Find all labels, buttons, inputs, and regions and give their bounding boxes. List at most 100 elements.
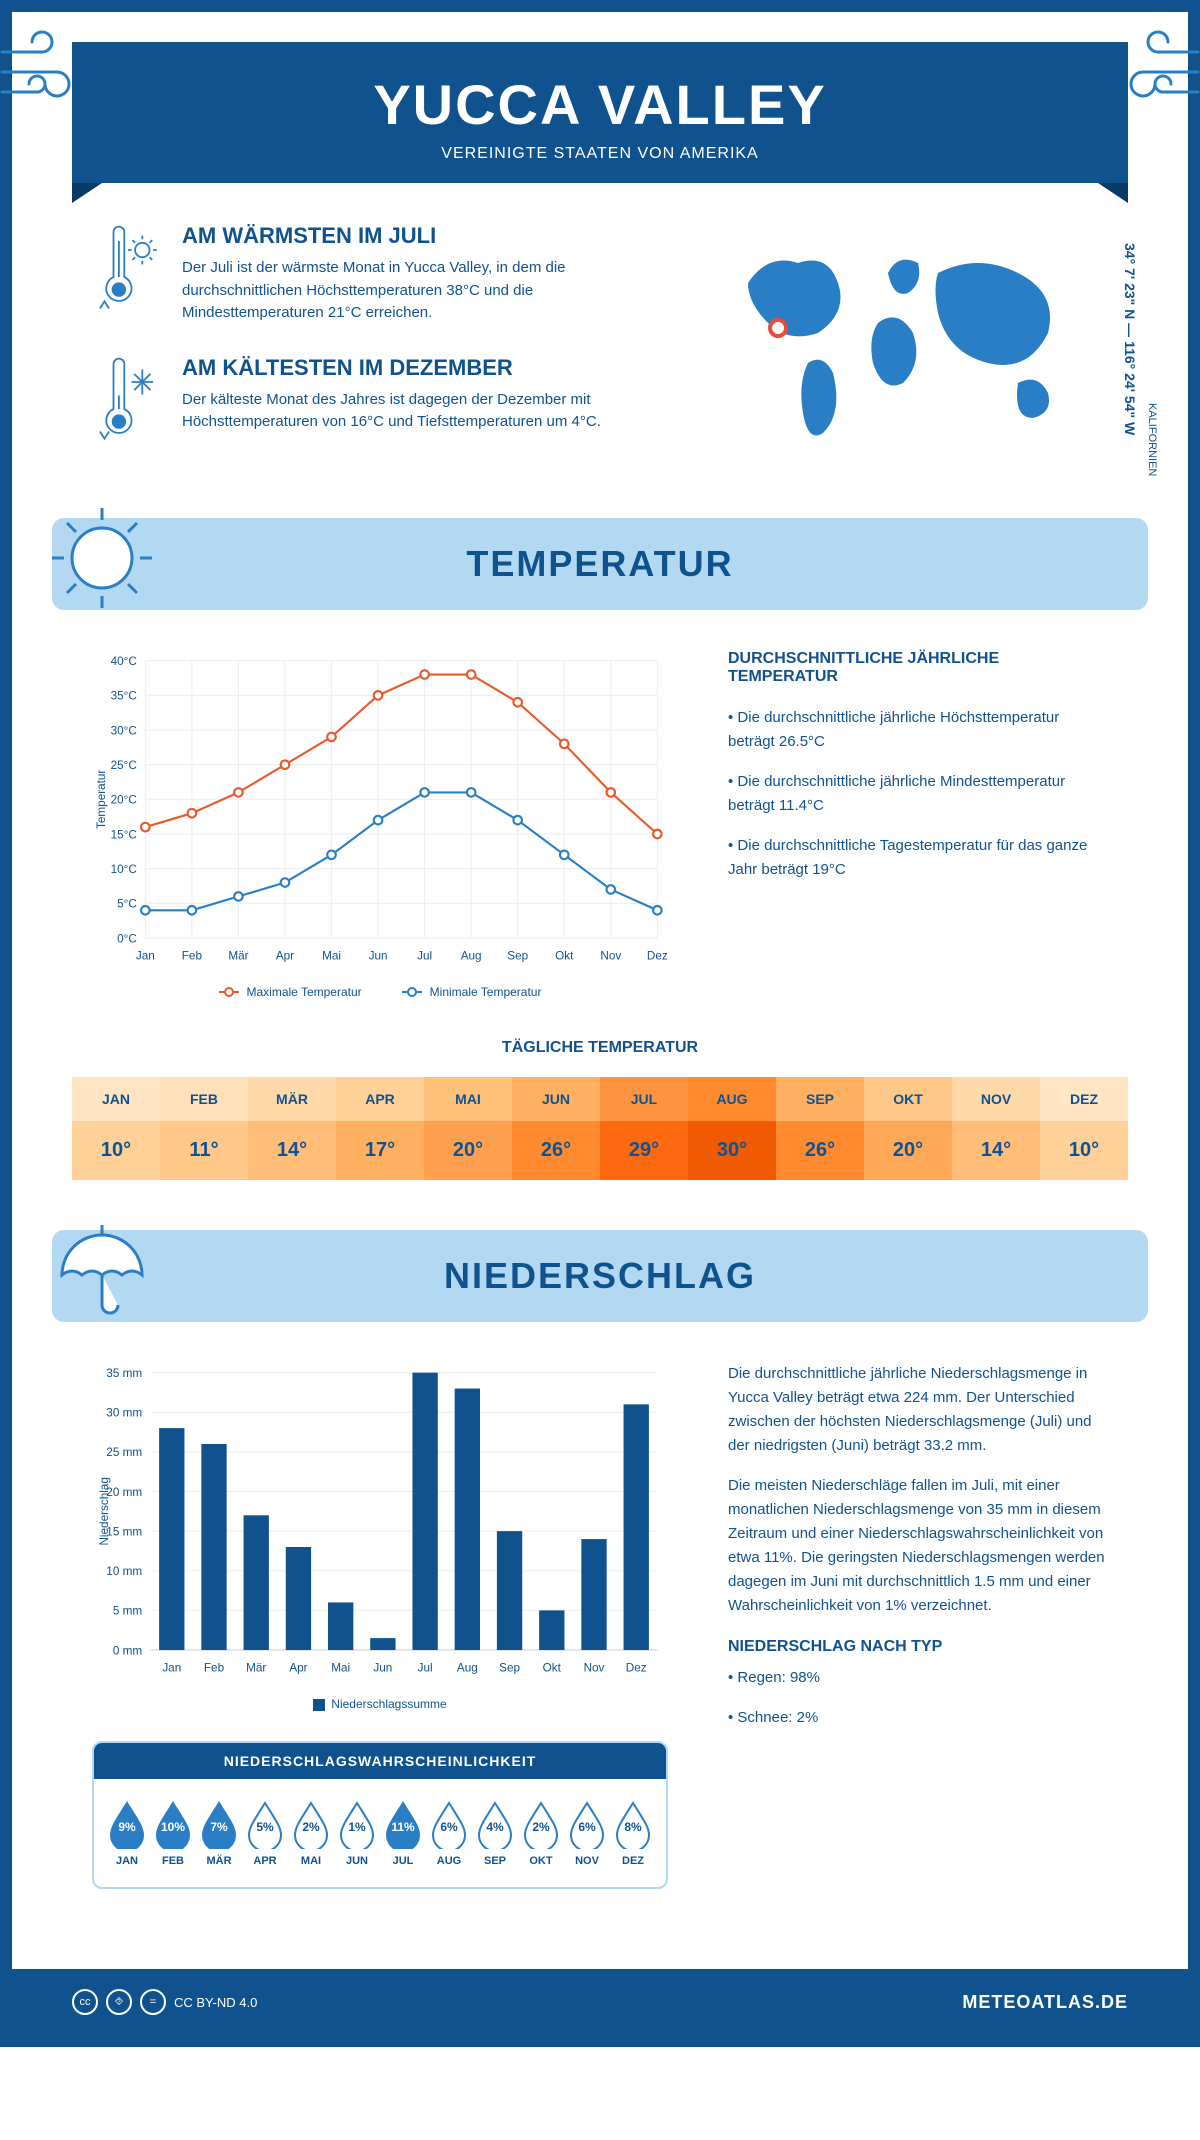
world-map (708, 223, 1108, 473)
svg-text:Feb: Feb (182, 949, 203, 962)
precipitation-bar-chart: 0 mm5 mm10 mm15 mm20 mm25 mm30 mm35 mmNi… (92, 1362, 668, 1711)
svg-text:Jun: Jun (369, 949, 388, 962)
temp-fact: • Die durchschnittliche Tagestemperatur … (728, 834, 1108, 882)
coldest-title: AM KÄLTESTEN IM DEZEMBER (182, 355, 658, 381)
svg-text:Okt: Okt (555, 949, 574, 962)
page-title: YUCCA VALLEY (132, 72, 1068, 137)
warmest-block: AM WÄRMSTEN IM JULI Der Juli ist der wär… (92, 223, 658, 325)
svg-text:25°C: 25°C (111, 759, 138, 772)
precip-type: • Schnee: 2% (728, 1706, 1108, 1730)
daily-cell: APR 17° (336, 1077, 424, 1180)
svg-text:Mär: Mär (228, 949, 248, 962)
daily-cell: DEZ 10° (1040, 1077, 1128, 1180)
prob-cell: 10% FEB (150, 1799, 196, 1867)
svg-text:Dez: Dez (647, 949, 668, 962)
svg-text:Jun: Jun (373, 1661, 392, 1674)
daily-cell: AUG 30° (688, 1077, 776, 1180)
infographic-page: YUCCA VALLEY VEREINIGTE STAATEN VON AMER… (0, 0, 1200, 2047)
site-name: METEOATLAS.DE (962, 1992, 1128, 2013)
prob-cell: 2% OKT (518, 1799, 564, 1867)
wind-icon (0, 22, 92, 122)
svg-text:Dez: Dez (626, 1661, 647, 1674)
temp-row: 0°C5°C10°C15°C20°C25°C30°C35°C40°CJanFeb… (12, 650, 1188, 1039)
svg-text:35 mm: 35 mm (106, 1367, 142, 1380)
footer: cc ⯑ = CC BY-ND 4.0 METEOATLAS.DE (12, 1969, 1188, 2035)
coldest-text: Der kälteste Monat des Jahres ist dagege… (182, 389, 658, 434)
daily-cell: MÄR 14° (248, 1077, 336, 1180)
precip-paragraph: Die meisten Niederschläge fallen im Juli… (728, 1474, 1108, 1618)
coordinates: 34° 7' 23" N — 116° 24' 54" W (1122, 243, 1138, 435)
legend-max: Maximale Temperatur (219, 985, 362, 999)
svg-text:Mai: Mai (331, 1661, 350, 1674)
svg-text:Nov: Nov (584, 1661, 605, 1674)
prob-cell: 6% NOV (564, 1799, 610, 1867)
temp-facts-title: DURCHSCHNITTLICHE JÄHRLICHE TEMPERATUR (728, 650, 1108, 686)
section-title: NIEDERSCHLAG (77, 1255, 1123, 1297)
precip-type-title: NIEDERSCHLAG NACH TYP (728, 1638, 1108, 1656)
svg-text:5°C: 5°C (117, 898, 137, 911)
legend-min: Minimale Temperatur (402, 985, 542, 999)
daily-cell: JUN 26° (512, 1077, 600, 1180)
svg-text:Sep: Sep (499, 1661, 520, 1674)
svg-text:Niederschlag: Niederschlag (98, 1477, 111, 1545)
umbrella-icon (42, 1210, 162, 1330)
svg-text:Aug: Aug (461, 949, 482, 962)
sun-icon (42, 498, 162, 618)
region-label: KALIFORNIEN (1146, 403, 1158, 476)
svg-text:Okt: Okt (543, 1661, 562, 1674)
svg-text:Apr: Apr (276, 949, 294, 962)
prob-cell: 7% MÄR (196, 1799, 242, 1867)
daily-cell: SEP 26° (776, 1077, 864, 1180)
wind-icon (1108, 22, 1200, 122)
section-header-temp: TEMPERATUR (52, 518, 1148, 610)
svg-text:Nov: Nov (600, 949, 621, 962)
svg-text:20 mm: 20 mm (106, 1486, 142, 1499)
svg-text:Jan: Jan (136, 949, 155, 962)
daily-cell: MAI 20° (424, 1077, 512, 1180)
prob-cell: 11% JUL (380, 1799, 426, 1867)
svg-text:Temperatur: Temperatur (95, 770, 108, 829)
svg-text:25 mm: 25 mm (106, 1446, 142, 1459)
daily-cell: FEB 11° (160, 1077, 248, 1180)
daily-temp-table: JAN 10° FEB 11° MÄR 14° APR 17° MAI 20° … (72, 1077, 1128, 1180)
svg-text:Jan: Jan (162, 1661, 181, 1674)
info-row: AM WÄRMSTEN IM JULI Der Juli ist der wär… (12, 223, 1188, 518)
daily-cell: NOV 14° (952, 1077, 1040, 1180)
daily-cell: OKT 20° (864, 1077, 952, 1180)
prob-cell: 4% SEP (472, 1799, 518, 1867)
section-title: TEMPERATUR (77, 543, 1123, 585)
svg-text:30 mm: 30 mm (106, 1407, 142, 1420)
svg-text:5 mm: 5 mm (113, 1605, 142, 1618)
cc-icon: cc (72, 1989, 98, 2015)
section-header-precip: NIEDERSCHLAG (52, 1230, 1148, 1322)
precip-paragraph: Die durchschnittliche jährliche Niedersc… (728, 1362, 1108, 1458)
page-subtitle: VEREINIGTE STAATEN VON AMERIKA (132, 145, 1068, 163)
svg-text:Mär: Mär (246, 1661, 266, 1674)
svg-text:Apr: Apr (289, 1661, 307, 1674)
svg-text:35°C: 35°C (111, 690, 138, 703)
temp-fact: • Die durchschnittliche jährliche Höchst… (728, 706, 1108, 754)
bar-legend: Niederschlagssumme (92, 1697, 668, 1711)
svg-text:20°C: 20°C (111, 794, 138, 807)
precip-text: Die durchschnittliche jährliche Niedersc… (728, 1362, 1108, 1746)
svg-text:Jul: Jul (418, 1661, 433, 1674)
precip-type: • Regen: 98% (728, 1666, 1108, 1690)
svg-text:Aug: Aug (457, 1661, 478, 1674)
temp-facts: DURCHSCHNITTLICHE JÄHRLICHE TEMPERATUR •… (728, 650, 1108, 898)
svg-text:10°C: 10°C (111, 863, 138, 876)
warmest-text: Der Juli ist der wärmste Monat in Yucca … (182, 257, 658, 325)
thermometer-snow-icon (92, 355, 162, 445)
svg-text:30°C: 30°C (111, 724, 138, 737)
prob-cell: 9% JAN (104, 1799, 150, 1867)
svg-text:10 mm: 10 mm (106, 1565, 142, 1578)
prob-cell: 6% AUG (426, 1799, 472, 1867)
temp-fact: • Die durchschnittliche jährliche Mindes… (728, 770, 1108, 818)
svg-text:0 mm: 0 mm (113, 1644, 142, 1657)
license: cc ⯑ = CC BY-ND 4.0 (72, 1989, 257, 2015)
svg-text:0°C: 0°C (117, 932, 137, 945)
daily-cell: JUL 29° (600, 1077, 688, 1180)
svg-text:15°C: 15°C (111, 828, 138, 841)
precip-row: 0 mm5 mm10 mm15 mm20 mm25 mm30 mm35 mmNi… (12, 1362, 1188, 1929)
svg-text:Sep: Sep (507, 949, 528, 962)
probability-box: NIEDERSCHLAGSWAHRSCHEINLICHKEIT 9% JAN 1… (92, 1741, 668, 1889)
